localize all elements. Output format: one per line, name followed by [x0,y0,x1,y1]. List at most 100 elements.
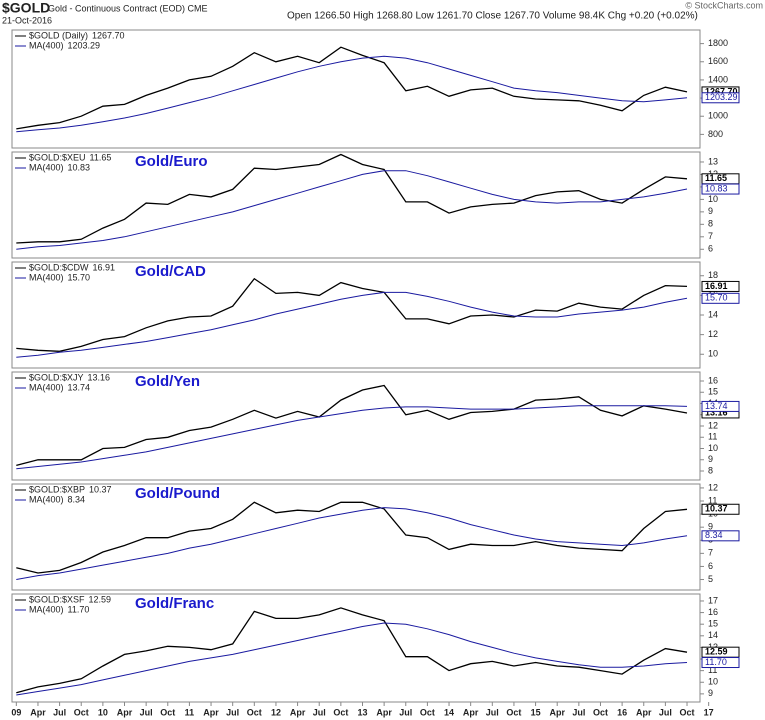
x-tick-label: 10 [98,707,108,717]
x-tick-label: Apr [636,707,652,717]
legend-name: MA(400) [29,40,64,50]
x-tick-label: Jul [486,707,499,717]
x-tick-label: Jul [226,707,239,717]
series-line [16,46,688,130]
last-value-box: 10.37 [701,503,740,515]
panel-title: Gold/Pound [135,485,220,502]
x-tick-label: Oct [247,707,262,717]
value-label: 11.70 [705,657,727,667]
y-tick-label: 9 [708,688,713,698]
y-tick-label: 1800 [708,38,728,48]
legend-value: 8.34 [68,494,86,504]
panel-frame [11,593,701,703]
legend-value: 10.83 [68,162,91,172]
y-tick-label: 10 [708,349,718,359]
x-tick-label: Apr [30,707,46,717]
legend-name: $GOLD (Daily) [29,30,88,40]
series-line [16,405,688,470]
x-tick-label: Oct [333,707,348,717]
legend-name: $GOLD:$XEU [29,152,86,162]
series-line [16,277,688,352]
panel-frame [11,371,701,481]
legend-value: 12.59 [89,594,112,604]
y-tick-label: 15 [708,619,718,629]
x-tick-label: Jul [313,707,326,717]
last-value-box: 1203.29 [701,92,740,104]
y-tick-label: 13 [708,156,718,166]
y-tick-label: 10 [708,677,718,687]
y-tick-label: 7 [708,231,713,241]
last-value-box: 15.70 [701,292,740,304]
y-tick-label: 9 [708,522,713,532]
y-tick-label: 12 [708,420,718,430]
quote: Open 1266.50 High 1268.80 Low 1261.70 Cl… [287,11,698,22]
legend-value: 1267.70 [92,30,125,40]
y-tick-label: 16 [708,607,718,617]
legend-value: 11.65 [90,152,112,162]
panel-frame [11,483,701,591]
y-tick-label: 14 [708,309,718,319]
value-box [701,400,740,412]
y-tick-label: 11 [708,495,717,505]
date: 21-Oct-2016 [2,15,52,25]
y-tick-label: 10 [708,194,718,204]
value-box [701,530,740,542]
last-value-box: 16.91 [701,280,740,292]
y-tick-label: 15 [708,387,718,397]
y-tick-label: 12 [708,482,718,492]
value-box [701,280,740,292]
x-tick-label: 15 [531,707,541,717]
y-tick-label: 10 [708,443,718,453]
description: Gold - Continuous Contract (EOD) CME [48,3,208,13]
x-tick-label: Jul [140,707,153,717]
panel-frame [11,261,701,369]
value-label: 1203.29 [705,92,738,102]
value-box [701,503,740,515]
series-line [16,507,688,580]
panel-title: Gold/Yen [135,373,200,390]
y-tick-label: 16 [708,375,718,385]
x-tick-label: Apr [117,707,133,717]
value-label: 1267.70 [705,86,738,96]
legend-name: MA(400) [29,604,64,614]
y-tick-label: 9 [708,454,713,464]
x-tick-label: Jul [399,707,412,717]
y-tick-label: 1600 [708,56,728,66]
y-tick-label: 1000 [708,111,728,121]
last-value-box: 13.74 [701,400,740,412]
value-label: 13.16 [705,407,728,417]
series-line [16,607,688,694]
series-line [16,384,688,467]
last-value-box: 10.83 [701,183,740,195]
x-tick-label: Apr [203,707,219,717]
x-tick-label: Jul [53,707,66,717]
legend-name: MA(400) [29,494,64,504]
legend-value: 1203.29 [68,40,101,50]
legend-name: $GOLD:$XSF [29,594,85,604]
value-label: 13.74 [705,401,728,411]
y-tick-label: 8 [708,219,713,229]
y-tick-label: 1400 [708,74,728,84]
value-label: 11.65 [705,173,727,183]
x-tick-label: 13 [357,707,367,717]
y-tick-label: 800 [708,129,723,139]
panel-title: Gold/CAD [135,263,206,280]
legend-name: MA(400) [29,272,64,282]
value-box [701,183,740,195]
x-tick-label: 14 [444,707,454,717]
panel-frame [11,29,701,149]
series-line [16,153,688,244]
value-label: 8.34 [705,530,723,540]
legend-name: $GOLD:$XJY [29,372,84,382]
value-box [701,92,740,104]
value-label: 10.37 [705,504,728,514]
y-tick-label: 9 [708,206,713,216]
value-label: 10.83 [705,183,728,193]
y-tick-label: 18 [708,270,718,280]
value-box [701,292,740,304]
source: © StockCharts.com [685,0,763,10]
last-value-box: 12.59 [701,647,740,658]
x-tick-label: 09 [11,707,21,717]
y-tick-label: 12 [708,329,718,339]
